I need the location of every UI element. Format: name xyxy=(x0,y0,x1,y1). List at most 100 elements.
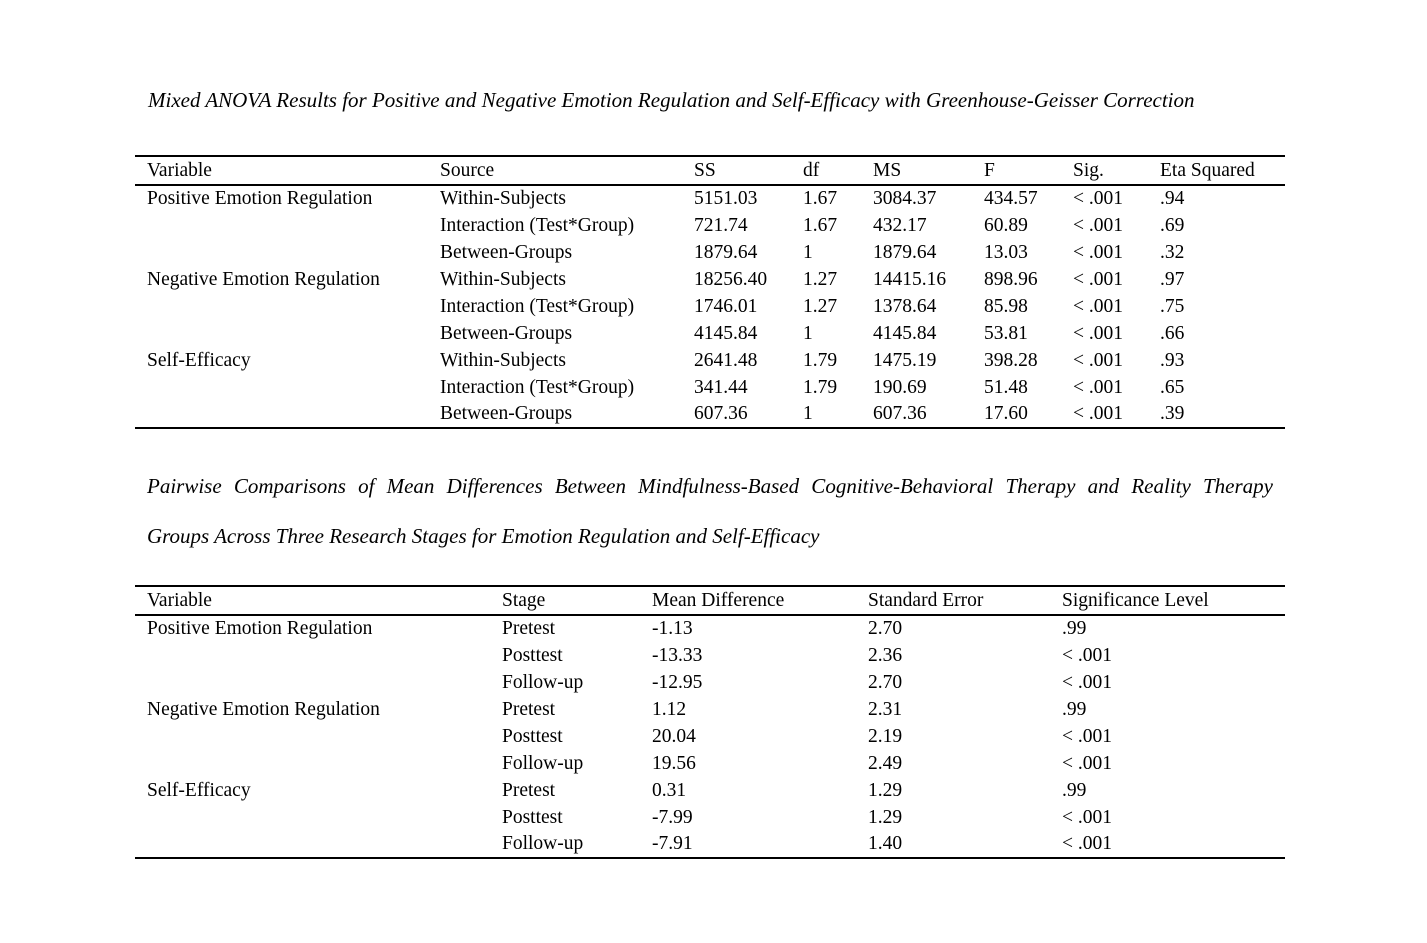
table-cell: Interaction (Test*Group) xyxy=(440,214,635,236)
table-row: Positive Emotion Regulation Within-Subjec… xyxy=(135,185,1285,212)
table-row: Negative Emotion Regulation Pretest 1.12 2.… xyxy=(135,696,1285,723)
table-row: Between-Groups 1879.64 1 1879.64 13.03 < .001… xyxy=(135,239,1285,266)
table-cell: .94 xyxy=(1160,188,1185,209)
table-row: Posttest -7.99 1.29 < .001 xyxy=(135,804,1285,831)
table-cell: Between-Groups xyxy=(440,322,573,344)
table-row: Between-Groups 607.36 1 607.36 17.60 < .001 .3… xyxy=(135,401,1285,428)
variable-cell: Self-Efficacy xyxy=(147,779,251,801)
variable-cell xyxy=(135,669,490,696)
column-header: Variable xyxy=(147,589,212,611)
table-cell: Follow-up xyxy=(502,752,584,774)
table-cell: 1.29 xyxy=(868,779,903,801)
table-row: Self-Efficacy Pretest 0.31 1.29 .99 xyxy=(135,777,1285,804)
table-cell: < .001 xyxy=(1062,806,1112,828)
table-cell: 607.36 xyxy=(694,403,748,424)
table-cell: 19.56 xyxy=(652,752,696,774)
table-cell: < .001 xyxy=(1062,725,1112,747)
table-cell: 85.98 xyxy=(984,295,1028,317)
table-cell: 4145.84 xyxy=(873,322,937,344)
table-header-row: Variable Stage Mean Difference Standard Err… xyxy=(135,586,1285,615)
table-cell: 3084.37 xyxy=(873,188,937,209)
table-cell: 1.27 xyxy=(803,295,838,317)
pairwise-table-title-line2: Groups Across Three Research Stages for … xyxy=(147,524,820,548)
table-row: Positive Emotion Regulation Pretest -1.13 2… xyxy=(135,615,1285,642)
anova-table-title: Mixed ANOVA Results for Positive and Neg… xyxy=(148,88,1195,112)
table-cell: 1.12 xyxy=(652,698,687,720)
table-cell: < .001 xyxy=(1073,188,1123,209)
table-cell: .99 xyxy=(1062,618,1087,639)
table-cell: 60.89 xyxy=(984,214,1028,236)
table-cell: 14415.16 xyxy=(873,268,947,290)
table-cell: < .001 xyxy=(1062,671,1112,693)
table-cell: 1.79 xyxy=(803,349,838,371)
table-cell: .39 xyxy=(1160,403,1185,424)
table-cell: -7.99 xyxy=(652,806,693,828)
variable-cell: Negative Emotion Regulation xyxy=(147,698,380,720)
variable-cell: Positive Emotion Regulation xyxy=(147,618,373,639)
table-cell: 607.36 xyxy=(873,403,927,424)
variable-cell xyxy=(135,320,428,347)
table-cell: 2.19 xyxy=(868,725,903,747)
column-header: df xyxy=(803,159,820,181)
table-header-row: Variable Source SS df MS F Sig. Eta Squared xyxy=(135,156,1285,185)
column-header: Standard Error xyxy=(868,589,984,611)
table-cell: < .001 xyxy=(1073,403,1123,424)
table-row: Self-Efficacy Within-Subjects 2641.48 1.79 1… xyxy=(135,347,1285,374)
table-row: Posttest 20.04 2.19 < .001 xyxy=(135,723,1285,750)
table-cell: -1.13 xyxy=(652,618,693,639)
table-cell: 1.40 xyxy=(868,833,903,854)
table-cell: 53.81 xyxy=(984,322,1028,344)
column-header: SS xyxy=(694,159,716,181)
table-cell: 1.67 xyxy=(803,214,838,236)
column-header: F xyxy=(984,159,995,181)
table-cell: Pretest xyxy=(502,618,556,639)
table-cell: 1.79 xyxy=(803,376,838,398)
table-cell: 5151.03 xyxy=(694,188,758,209)
table-cell: -7.91 xyxy=(652,833,693,854)
table-cell: Posttest xyxy=(502,806,563,828)
table-cell: < .001 xyxy=(1073,349,1123,371)
table-cell: 1.29 xyxy=(868,806,903,828)
table-cell: 1.67 xyxy=(803,188,838,209)
table-cell: 1 xyxy=(803,403,813,424)
column-header: Stage xyxy=(502,589,546,611)
variable-cell xyxy=(135,642,490,669)
table-row: Follow-up -12.95 2.70 < .001 xyxy=(135,669,1285,696)
pairwise-comparisons-table: Variable Stage Mean Difference Standard Err… xyxy=(135,585,1285,859)
table-cell: 434.57 xyxy=(984,188,1038,209)
pairwise-table-title-line1: Pairwise Comparisons of Mean Differences… xyxy=(147,474,1273,498)
table-cell: Interaction (Test*Group) xyxy=(440,376,635,398)
table-cell: 2.49 xyxy=(868,752,903,774)
table-cell: 2.70 xyxy=(868,671,903,693)
variable-cell xyxy=(135,293,428,320)
table-cell: < .001 xyxy=(1062,833,1112,854)
variable-cell: Positive Emotion Regulation xyxy=(147,188,373,209)
variable-cell xyxy=(135,804,490,831)
variable-cell xyxy=(135,723,490,750)
table-row: Posttest -13.33 2.36 < .001 xyxy=(135,642,1285,669)
pairwise-table-title: Pairwise Comparisons of Mean Differences… xyxy=(147,461,1273,561)
table-cell: Follow-up xyxy=(502,671,584,693)
table-cell: 1 xyxy=(803,241,813,263)
table-cell: 20.04 xyxy=(652,725,696,747)
variable-cell xyxy=(135,750,490,777)
column-header: Sig. xyxy=(1073,159,1104,181)
table-row: Follow-up 19.56 2.49 < .001 xyxy=(135,750,1285,777)
table-row: Interaction (Test*Group) 1746.01 1.27 1378.… xyxy=(135,293,1285,320)
table-cell: Within-Subjects xyxy=(440,349,566,371)
table-cell: Pretest xyxy=(502,779,556,801)
variable-cell xyxy=(135,212,428,239)
column-header: MS xyxy=(873,159,902,181)
table-cell: 1378.64 xyxy=(873,295,937,317)
table-cell: 1879.64 xyxy=(873,241,937,263)
table-cell: 18256.40 xyxy=(694,268,768,290)
table-cell: < .001 xyxy=(1073,214,1123,236)
table-cell: 13.03 xyxy=(984,241,1028,263)
table-cell: Follow-up xyxy=(502,833,584,854)
table-cell: 51.48 xyxy=(984,376,1028,398)
table-cell: < .001 xyxy=(1062,752,1112,774)
column-header: Mean Difference xyxy=(652,589,785,611)
table-cell: 0.31 xyxy=(652,779,687,801)
table-cell: 1879.64 xyxy=(694,241,758,263)
